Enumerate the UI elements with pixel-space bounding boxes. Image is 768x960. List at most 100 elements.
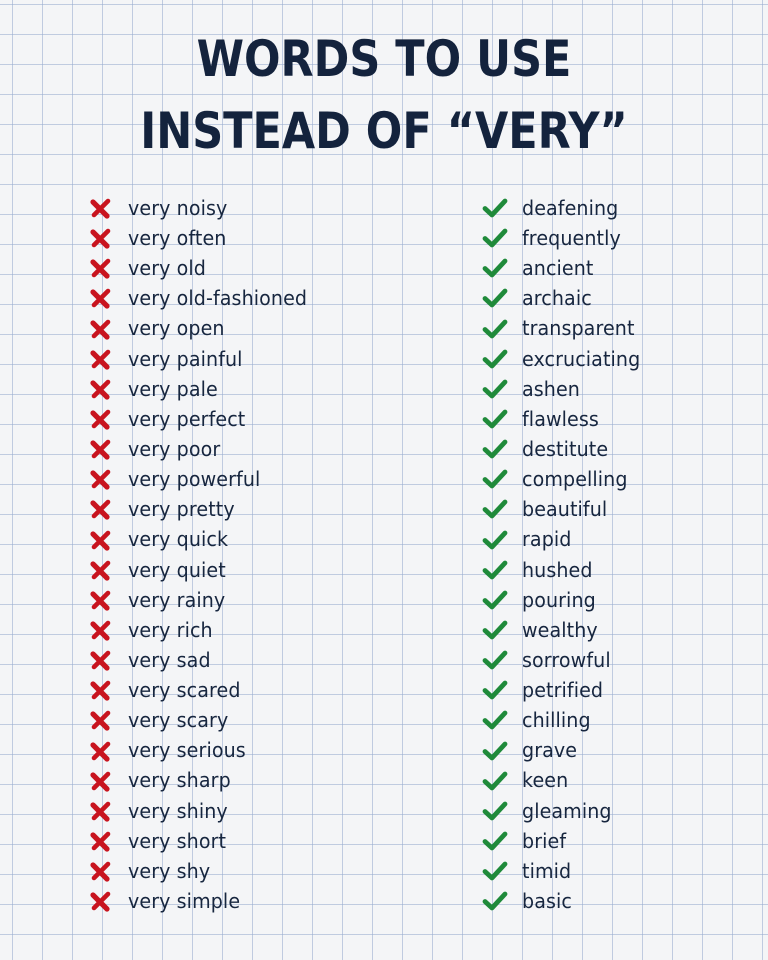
avoid-phrase: very powerful [128,467,261,492]
replacement-word: transparent [522,316,635,341]
red-cross-icon [88,798,114,824]
red-cross-icon [88,255,114,281]
avoid-phrase: very pale [128,376,218,401]
red-cross-icon [88,496,114,522]
avoid-list-item: very quick [88,525,418,555]
use-list-item: petrified [482,675,752,705]
red-cross-icon [88,225,114,251]
avoid-list-item: very simple [88,886,418,916]
avoid-list-item: very short [88,826,418,856]
red-cross-icon [88,738,114,764]
use-list-item: excruciating [482,344,752,374]
avoid-list-item: very perfect [88,404,418,434]
avoid-list-item: very rich [88,615,418,645]
green-check-icon [482,406,508,432]
avoid-phrase: very old-fashioned [128,286,308,311]
avoid-phrase: very simple [128,889,241,914]
green-check-icon [482,888,508,914]
replacement-word: frequently [522,225,621,250]
green-check-icon [482,285,508,311]
avoid-list-item: very serious [88,736,418,766]
use-list-item: wealthy [482,615,752,645]
avoid-list-item: very shiny [88,796,418,826]
green-check-icon [482,587,508,613]
red-cross-icon [88,888,114,914]
use-list-item: basic [482,886,752,916]
green-check-icon [482,738,508,764]
green-check-icon [482,195,508,221]
replacement-word: rapid [522,527,572,552]
red-cross-icon [88,436,114,462]
green-check-icon [482,527,508,553]
replacement-word: petrified [522,678,604,703]
replacement-word: gleaming [522,798,612,823]
use-list-item: deafening [482,193,752,223]
red-cross-icon [88,557,114,583]
replacement-word: keen [522,768,569,793]
use-list: deafening frequently ancient archaic transpa… [482,193,752,916]
avoid-list-item: very rainy [88,585,418,615]
replacement-word: ashen [522,376,580,401]
avoid-list-item: very painful [88,344,418,374]
avoid-list-item: very shy [88,856,418,886]
use-list-item: archaic [482,283,752,313]
use-list-item: keen [482,766,752,796]
red-cross-icon [88,858,114,884]
page-title-line-2: INSTEAD OF “VERY” [140,102,628,160]
green-check-icon [482,496,508,522]
replacement-word: brief [522,828,567,853]
avoid-phrase: very rainy [128,587,226,612]
use-list-item: ancient [482,253,752,283]
replacement-word: archaic [522,286,592,311]
avoid-list-item: very pretty [88,494,418,524]
red-cross-icon [88,677,114,703]
use-list-item: rapid [482,525,752,555]
green-check-icon [482,798,508,824]
avoid-list-item: very open [88,314,418,344]
avoid-phrase: very quiet [128,557,226,582]
replacement-word: ancient [522,256,594,281]
red-cross-icon [88,376,114,402]
red-cross-icon [88,285,114,311]
use-list-item: grave [482,736,752,766]
avoid-list-item: very sad [88,645,418,675]
green-check-icon [482,858,508,884]
avoid-phrase: very scared [128,678,241,703]
use-list-item: hushed [482,555,752,585]
replacement-word: deafening [522,195,619,220]
green-check-icon [482,617,508,643]
use-list-item: destitute [482,434,752,464]
use-list-item: beautiful [482,494,752,524]
use-list-item: compelling [482,464,752,494]
use-list-item: pouring [482,585,752,615]
replacement-word: excruciating [522,346,641,371]
avoid-list-item: very scary [88,705,418,735]
page-title-line-1: WORDS TO USE [196,30,572,88]
avoid-phrase: very scary [128,708,229,733]
avoid-phrase: very perfect [128,406,246,431]
use-list-item: sorrowful [482,645,752,675]
replacement-word: sorrowful [522,647,611,672]
avoid-phrase: very often [128,225,227,250]
avoid-phrase: very pretty [128,497,235,522]
use-list-item: frequently [482,223,752,253]
avoid-list-item: very quiet [88,555,418,585]
avoid-list-item: very noisy [88,193,418,223]
avoid-phrase: very quick [128,527,229,552]
green-check-icon [482,677,508,703]
red-cross-icon [88,466,114,492]
avoid-list-item: very often [88,223,418,253]
green-check-icon [482,557,508,583]
replacement-word: flawless [522,406,599,431]
avoid-list-item: very pale [88,374,418,404]
avoid-list-item: very poor [88,434,418,464]
avoid-list-item: very scared [88,675,418,705]
replacement-word: hushed [522,557,593,582]
green-check-icon [482,466,508,492]
avoid-phrase: very shy [128,858,211,883]
avoid-list-item: very old [88,253,418,283]
red-cross-icon [88,346,114,372]
avoid-phrase: very painful [128,346,243,371]
red-cross-icon [88,707,114,733]
green-check-icon [482,768,508,794]
